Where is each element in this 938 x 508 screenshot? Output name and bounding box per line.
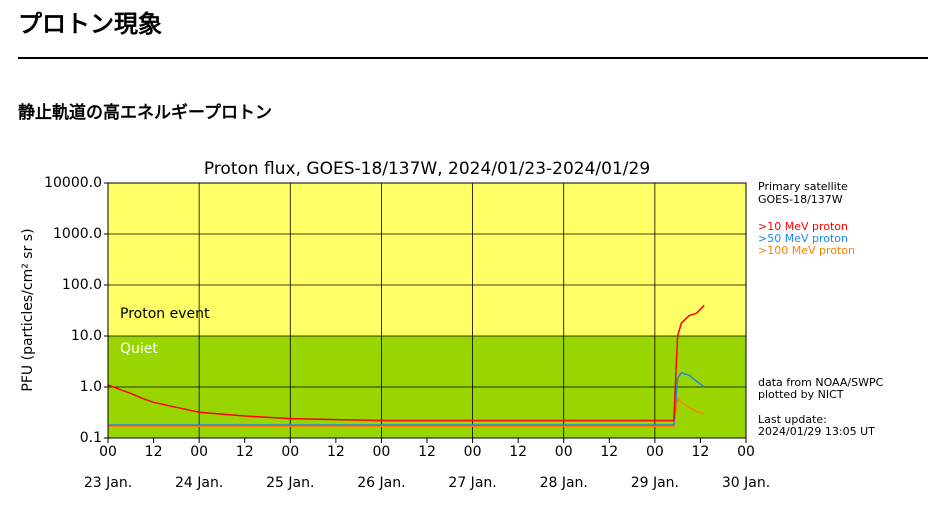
- region: [108, 183, 746, 336]
- y-tick-label: 1000.0: [53, 226, 102, 242]
- x-tick-label: 12: [692, 444, 710, 460]
- x-tick-label: 00: [373, 444, 391, 460]
- x-tick-label: 00: [281, 444, 299, 460]
- legend-entry: >50 MeV proton: [758, 232, 848, 245]
- region-label: Quiet: [120, 341, 158, 357]
- y-tick-label: 100.0: [62, 277, 102, 293]
- x-tick-label: 00: [737, 444, 755, 460]
- x-tick-label: 12: [600, 444, 618, 460]
- page-title: プロトン現象: [18, 10, 162, 38]
- info-text: Last update:: [758, 413, 827, 426]
- info-text: plotted by NICT: [758, 388, 844, 401]
- y-tick-label: 1.0: [80, 379, 102, 395]
- y-tick-label: 0.1: [80, 430, 102, 446]
- x-date-label: 27 Jan.: [448, 475, 496, 491]
- legend-entry: >100 MeV proton: [758, 244, 855, 257]
- series-line: [107, 304, 705, 422]
- y-tick-label: 10.0: [71, 328, 102, 344]
- region-label: Proton event: [120, 306, 210, 322]
- x-date-label: 24 Jan.: [175, 475, 223, 491]
- x-tick-label: 12: [145, 444, 163, 460]
- x-tick-label: 00: [99, 444, 117, 460]
- legend-entry: >10 MeV proton: [758, 220, 848, 233]
- info-text: GOES-18/137W: [758, 193, 843, 206]
- info-text: 2024/01/29 13:05 UT: [758, 425, 875, 438]
- x-tick-label: 00: [646, 444, 664, 460]
- x-date-label: 25 Jan.: [266, 475, 314, 491]
- x-date-label: 29 Jan.: [631, 475, 679, 491]
- chart-title: Proton flux, GOES-18/137W, 2024/01/23-20…: [204, 159, 650, 179]
- x-tick-label: 00: [190, 444, 208, 460]
- x-tick-label: 00: [555, 444, 573, 460]
- info-text: Primary satellite: [758, 180, 848, 193]
- series-line: [108, 396, 705, 427]
- series-line: [108, 371, 705, 426]
- x-date-label: 26 Jan.: [357, 475, 405, 491]
- x-date-label: 23 Jan.: [84, 475, 132, 491]
- x-tick-label: 00: [464, 444, 482, 460]
- x-tick-label: 12: [236, 444, 254, 460]
- x-tick-label: 12: [327, 444, 345, 460]
- info-text: data from NOAA/SWPC: [758, 376, 884, 389]
- x-tick-label: 12: [418, 444, 436, 460]
- x-date-label: 30 Jan.: [722, 475, 770, 491]
- x-tick-label: 12: [509, 444, 527, 460]
- y-tick-label: 10000.0: [44, 175, 102, 191]
- x-date-label: 28 Jan.: [540, 475, 588, 491]
- y-axis-label: PFU (particles/cm² sr s): [20, 228, 36, 391]
- section-title: 静止軌道の高エネルギープロトン: [18, 102, 272, 123]
- plot-frame: [107, 182, 747, 439]
